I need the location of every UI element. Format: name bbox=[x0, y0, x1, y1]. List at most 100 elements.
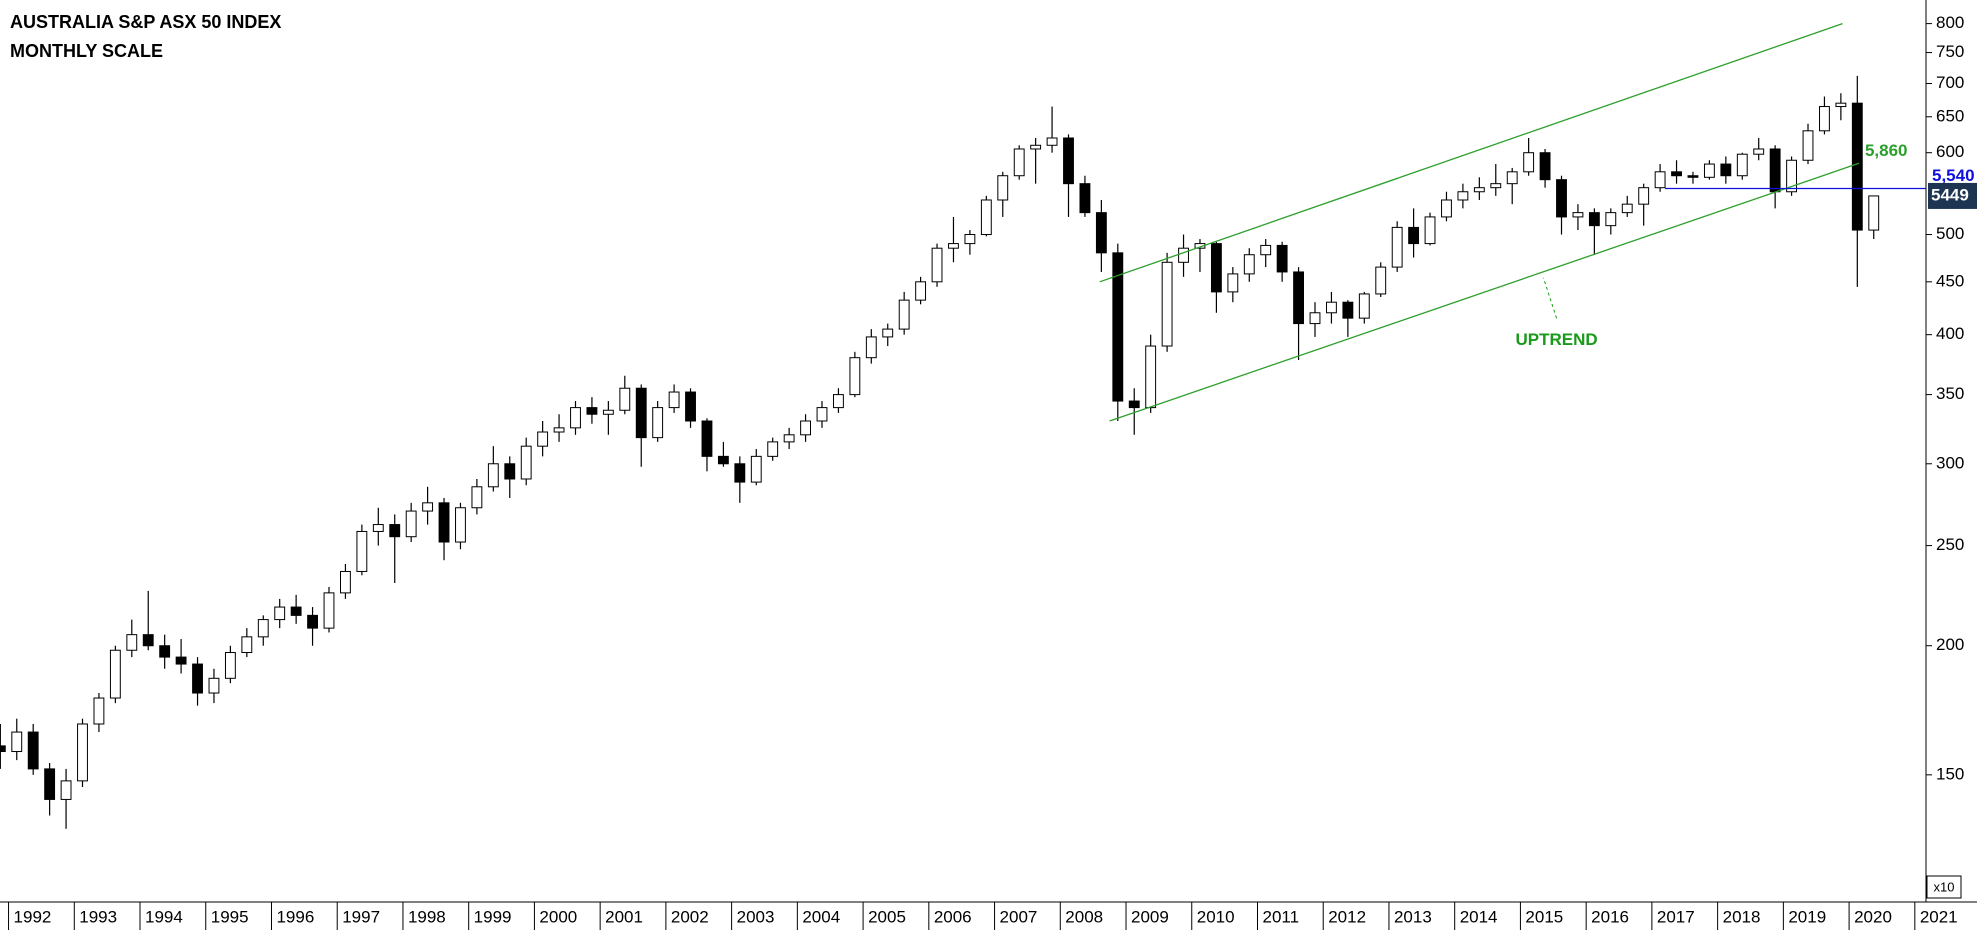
candle-body bbox=[1572, 212, 1584, 218]
candle-body bbox=[750, 455, 762, 483]
candle-body bbox=[717, 455, 729, 465]
x-tick-label: 2016 bbox=[1591, 907, 1629, 926]
x-tick-label: 1997 bbox=[342, 907, 380, 926]
candle-body bbox=[224, 652, 236, 679]
candle-body bbox=[1720, 163, 1732, 177]
x-tick-label: 2007 bbox=[1000, 907, 1038, 926]
x-tick-label: 1992 bbox=[14, 907, 52, 926]
x-tick-label: 2010 bbox=[1197, 907, 1235, 926]
candle-body bbox=[290, 606, 302, 616]
candle-body bbox=[685, 391, 696, 422]
candle-body bbox=[537, 431, 549, 447]
candle-body bbox=[865, 336, 877, 359]
candle-body bbox=[553, 427, 565, 433]
x-tick-label: 1995 bbox=[211, 907, 249, 926]
x-tick-label: 2015 bbox=[1525, 907, 1563, 926]
axis-unit: x10 bbox=[1934, 879, 1955, 894]
candle-body bbox=[1243, 254, 1255, 275]
chart-subtitle: MONTHLY SCALE bbox=[10, 41, 163, 61]
x-tick-label: 2002 bbox=[671, 907, 709, 926]
candle-body bbox=[586, 407, 598, 415]
y-tick-label: 200 bbox=[1936, 635, 1964, 654]
candle-body bbox=[274, 606, 286, 621]
candle-body bbox=[520, 445, 532, 480]
annotation-pointer bbox=[1542, 277, 1558, 319]
candle-body bbox=[372, 524, 384, 532]
candle-body bbox=[175, 656, 187, 665]
candle-body bbox=[1441, 199, 1452, 218]
candle-body bbox=[1424, 216, 1436, 245]
candle-body bbox=[1161, 261, 1173, 347]
candle-body bbox=[1671, 171, 1682, 177]
candle-body bbox=[948, 243, 959, 249]
candle-body bbox=[1539, 152, 1551, 181]
x-tick-label: 2014 bbox=[1460, 907, 1498, 926]
y-tick-label: 700 bbox=[1936, 73, 1964, 92]
x-tick-label: 2019 bbox=[1788, 907, 1826, 926]
candle-body bbox=[77, 723, 88, 782]
x-tick-label: 2003 bbox=[737, 907, 775, 926]
candle-body bbox=[1408, 226, 1420, 245]
candle-body bbox=[980, 199, 992, 236]
x-tick-label: 2013 bbox=[1394, 907, 1432, 926]
candle-body bbox=[1654, 171, 1666, 189]
x-tick-label: 2008 bbox=[1065, 907, 1103, 926]
candle-body bbox=[126, 634, 138, 651]
candle-body bbox=[898, 299, 910, 330]
candle-body bbox=[701, 420, 713, 457]
candle-body bbox=[1276, 244, 1288, 273]
candle-body bbox=[1227, 273, 1239, 293]
candle-body bbox=[356, 530, 368, 572]
candle-body bbox=[1851, 102, 1863, 231]
candle-body bbox=[109, 649, 121, 699]
candle-body bbox=[0, 745, 6, 753]
candle-body bbox=[241, 636, 253, 654]
candle-body bbox=[849, 357, 861, 396]
y-tick-label: 750 bbox=[1936, 42, 1964, 61]
y-tick-label: 350 bbox=[1936, 384, 1964, 403]
candle-body bbox=[734, 463, 746, 483]
candle-body bbox=[915, 281, 927, 301]
candle-body bbox=[11, 731, 23, 753]
y-tick-label: 600 bbox=[1936, 142, 1964, 161]
chart-title: AUSTRALIA S&P ASX 50 INDEX bbox=[10, 12, 281, 32]
x-tick-label: 2020 bbox=[1854, 907, 1892, 926]
x-tick-label: 2004 bbox=[802, 907, 840, 926]
candle-body bbox=[668, 391, 680, 409]
candle-body bbox=[389, 524, 401, 538]
candle-body bbox=[1786, 159, 1798, 193]
candle-body bbox=[1769, 148, 1781, 193]
candle-body bbox=[1063, 137, 1074, 185]
candle-body bbox=[1128, 400, 1140, 409]
candle-body bbox=[307, 614, 318, 629]
x-tick-label: 2006 bbox=[934, 907, 972, 926]
x-tick-label: 1999 bbox=[474, 907, 512, 926]
candle-body bbox=[816, 407, 828, 422]
candle-body bbox=[504, 463, 516, 480]
candle-body bbox=[1868, 195, 1880, 231]
candle-body bbox=[142, 634, 154, 647]
candle-body bbox=[422, 502, 434, 512]
candle-body bbox=[1293, 271, 1305, 325]
candle-body bbox=[1605, 212, 1617, 227]
candle-body bbox=[783, 434, 795, 443]
x-tick-label: 2009 bbox=[1131, 907, 1169, 926]
x-tick-label: 1996 bbox=[276, 907, 314, 926]
candle-body bbox=[1473, 187, 1485, 193]
candle-body bbox=[1753, 148, 1765, 155]
candle-body bbox=[1391, 226, 1403, 268]
candle-body bbox=[964, 234, 976, 245]
candle-body bbox=[1802, 130, 1814, 161]
candle-body bbox=[1588, 212, 1600, 227]
candle-body bbox=[570, 407, 581, 429]
candle-body bbox=[931, 247, 943, 283]
y-tick-label: 300 bbox=[1936, 453, 1964, 472]
y-tick-label: 150 bbox=[1936, 764, 1964, 783]
x-tick-label: 1993 bbox=[79, 907, 117, 926]
candle-body bbox=[27, 731, 39, 770]
candle-body bbox=[1326, 301, 1337, 314]
candle-body bbox=[1638, 187, 1650, 205]
candle-body bbox=[652, 407, 664, 439]
candle-body bbox=[1506, 171, 1518, 185]
